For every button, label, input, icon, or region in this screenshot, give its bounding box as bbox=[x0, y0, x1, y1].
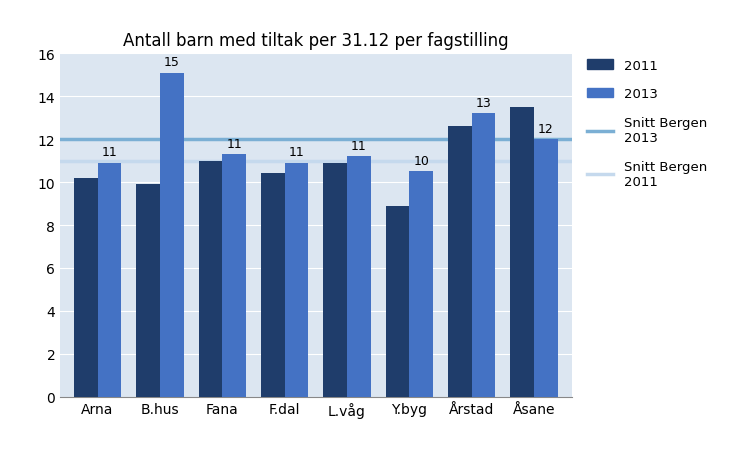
Text: 11: 11 bbox=[102, 146, 117, 159]
Bar bbox=[511, 108, 534, 397]
Text: 11: 11 bbox=[351, 140, 367, 152]
Text: 12: 12 bbox=[538, 123, 553, 136]
Text: 11: 11 bbox=[226, 138, 242, 151]
Bar bbox=[223, 155, 246, 397]
Bar bbox=[199, 161, 223, 397]
Bar bbox=[98, 163, 121, 397]
Text: 10: 10 bbox=[414, 155, 429, 168]
Bar bbox=[448, 127, 472, 397]
Bar bbox=[386, 206, 409, 397]
Bar bbox=[136, 185, 160, 397]
Bar bbox=[160, 74, 183, 397]
Bar bbox=[409, 172, 433, 397]
Text: 15: 15 bbox=[164, 56, 180, 69]
Bar bbox=[347, 157, 371, 397]
Text: Antall barn med tiltak per 31.12 per fagstilling: Antall barn med tiltak per 31.12 per fag… bbox=[123, 32, 508, 50]
Bar bbox=[261, 174, 285, 397]
Bar bbox=[285, 163, 308, 397]
Legend: 2011, 2013, Snitt Bergen
2013, Snitt Bergen
2011: 2011, 2013, Snitt Bergen 2013, Snitt Ber… bbox=[582, 54, 712, 194]
Bar bbox=[74, 179, 98, 397]
Text: 13: 13 bbox=[476, 97, 492, 110]
Bar bbox=[472, 114, 496, 397]
Bar bbox=[323, 163, 347, 397]
Bar bbox=[534, 140, 558, 397]
Text: 11: 11 bbox=[289, 146, 305, 159]
